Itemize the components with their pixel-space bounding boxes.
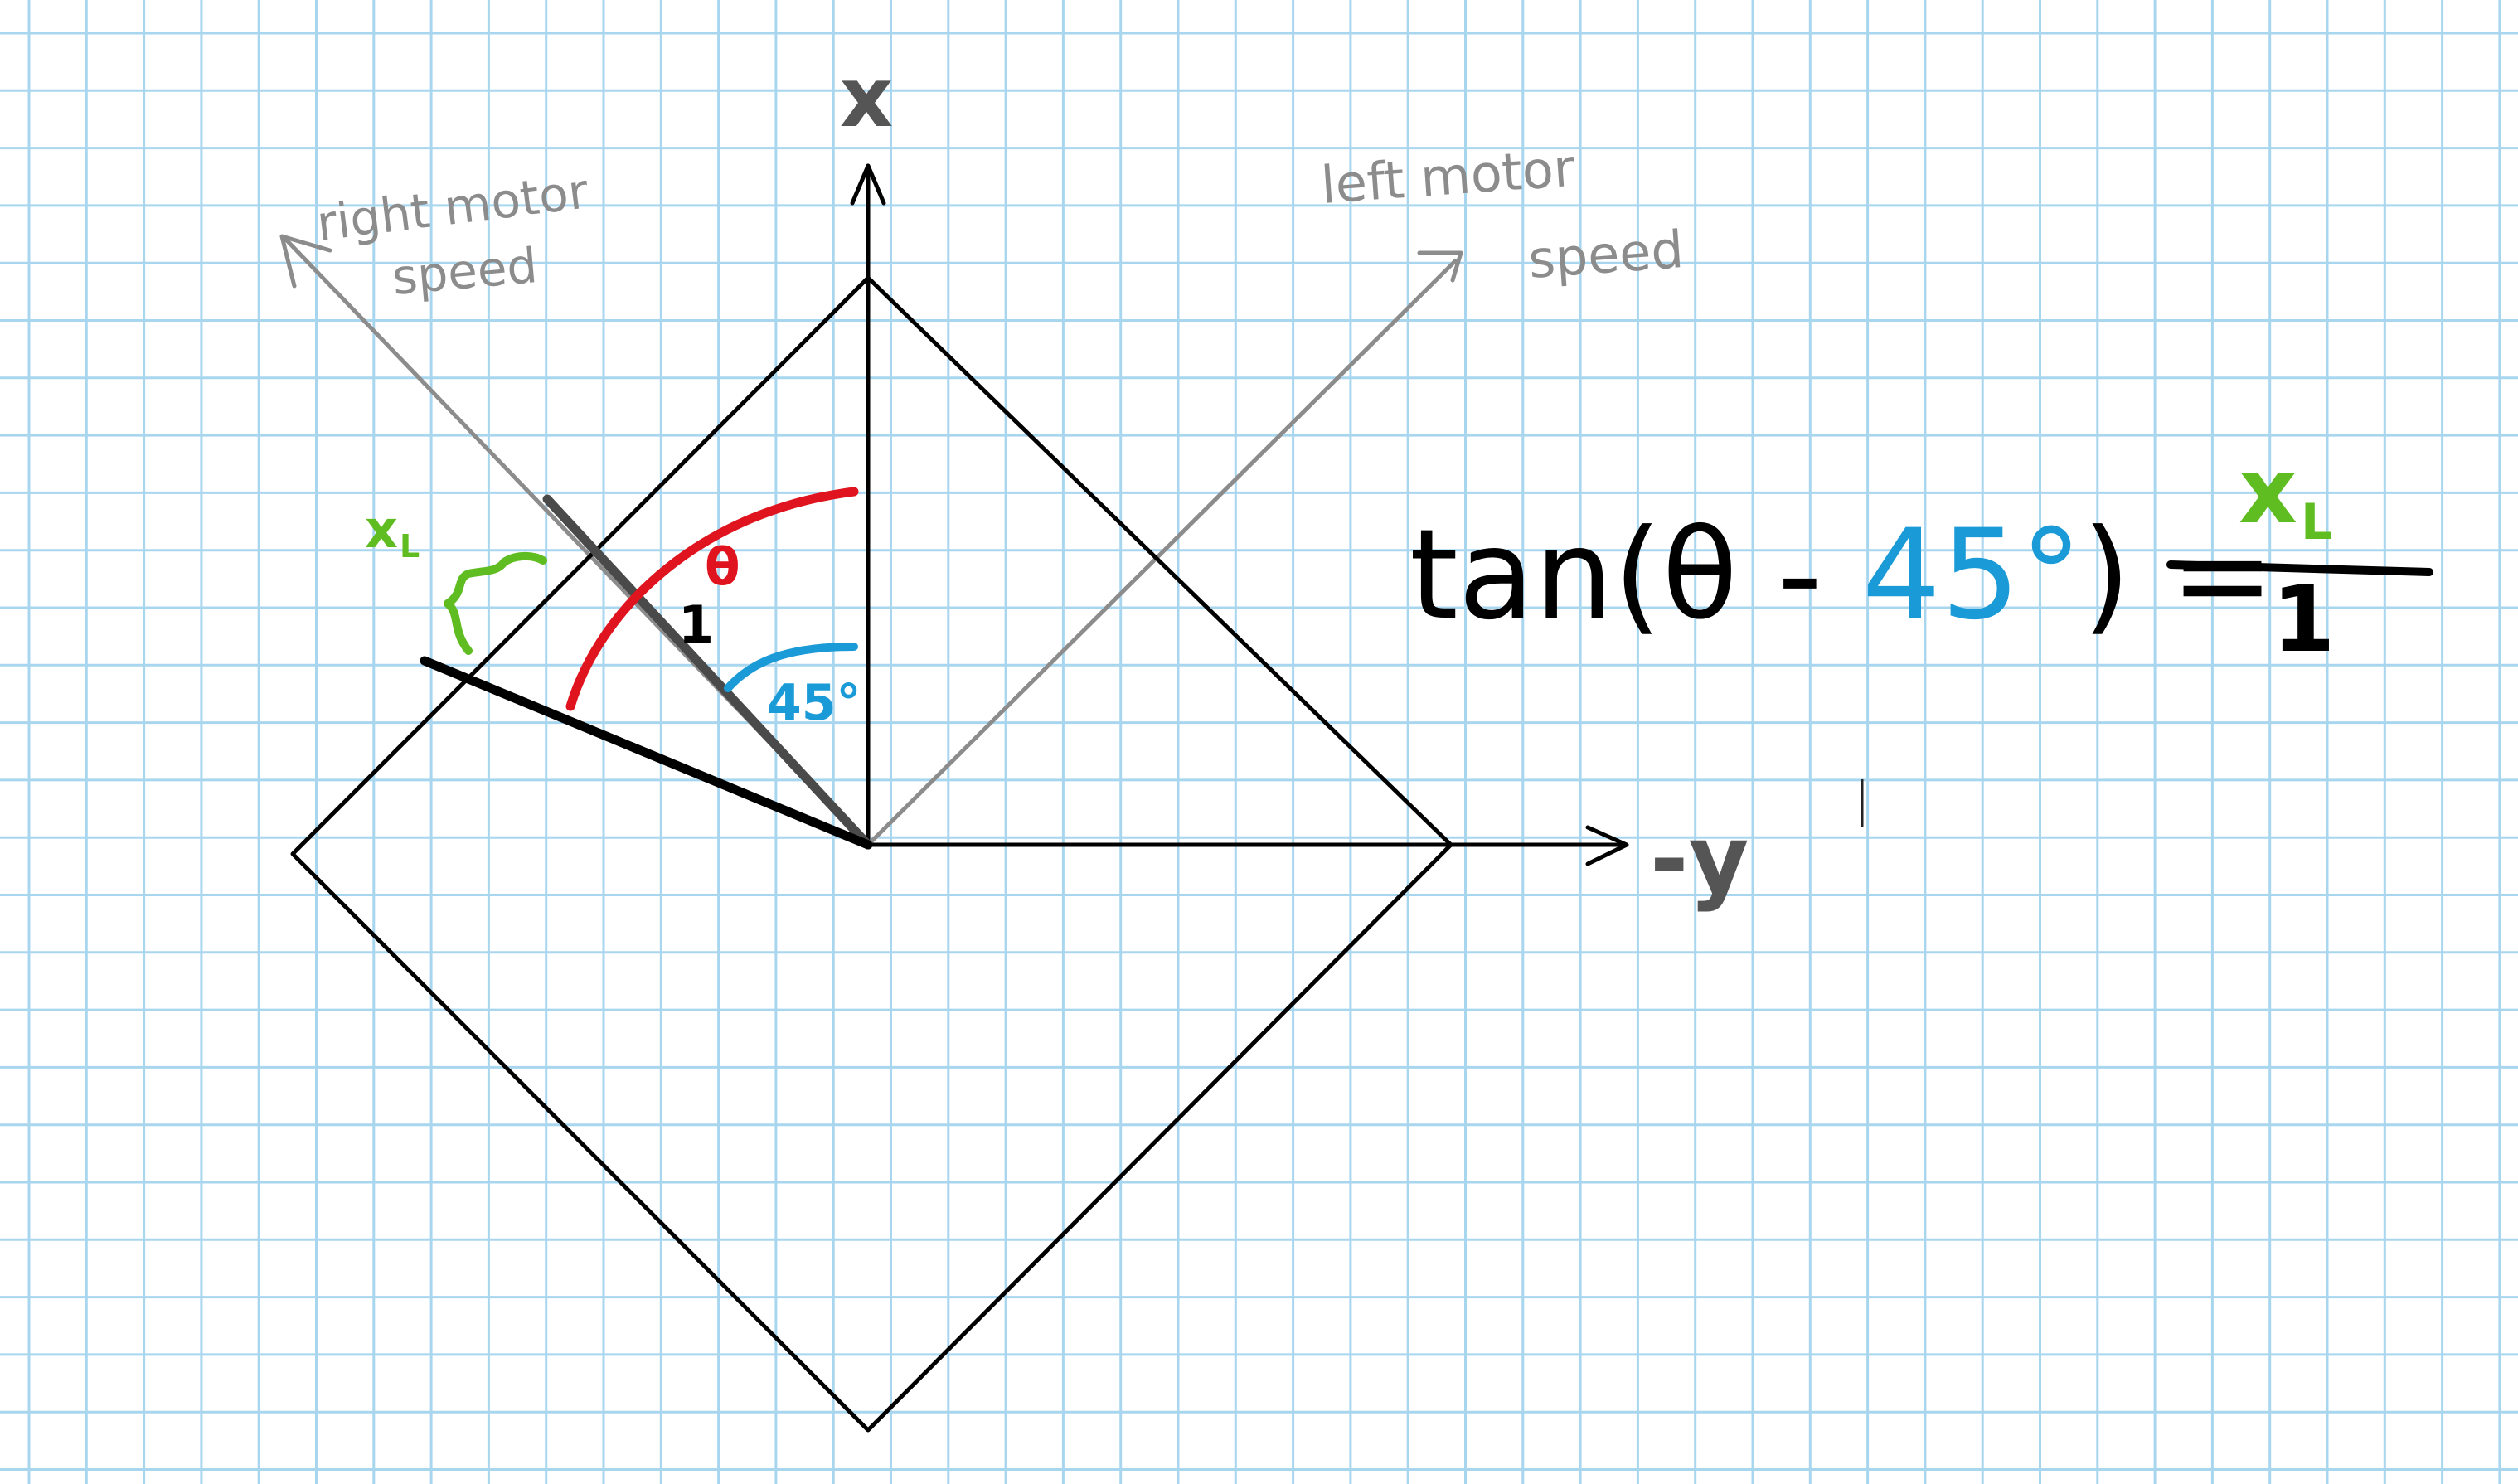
unit-segment — [542, 494, 873, 850]
unit-diamond — [290, 275, 1453, 1433]
theta-label: θ — [705, 536, 740, 597]
equation-function: tan( — [1409, 503, 1662, 647]
right-motor-arrow-icon — [279, 234, 332, 289]
x-axis-arrow-icon — [850, 163, 886, 206]
equation-theta: θ — [1662, 503, 1738, 647]
offset-label: x L — [365, 499, 420, 565]
offset-label-subscript: L — [400, 528, 420, 565]
offset-brace — [444, 552, 547, 655]
unit-length-label: 1 — [678, 594, 714, 655]
angle-45-arc — [724, 643, 858, 692]
equation: tan(θ - 45°) = — [1409, 503, 2274, 647]
offset-label-x: x — [365, 499, 398, 560]
equation-fraction: x L 1 — [2166, 438, 2433, 672]
y-axis-label: -y — [1650, 806, 1749, 914]
right-motor-label-line2: speed — [390, 237, 539, 306]
input-vector — [420, 656, 873, 850]
angle-45-label: 45° — [767, 674, 861, 732]
theta-arc — [565, 487, 859, 711]
left-motor-label-line2: speed — [1526, 219, 1686, 290]
equation-numerator: x — [2239, 438, 2297, 544]
fraction-bar — [2166, 560, 2433, 576]
equation-minus: - — [1738, 503, 1862, 647]
left-motor-axis — [866, 250, 1463, 847]
left-motor-arrow-icon — [1417, 250, 1463, 283]
y-axis-arrow-icon — [1585, 825, 1629, 866]
x-axis-label: x — [840, 49, 894, 146]
svg-text:tan(θ - 45°) =: tan(θ - 45°) = — [1409, 503, 2274, 647]
equation-angle: 45° — [1862, 503, 2083, 647]
y-axis — [866, 825, 1629, 866]
equation-denominator: 1 — [2272, 566, 2336, 672]
x-axis — [850, 163, 886, 847]
equation-numerator-subscript: L — [2301, 493, 2332, 551]
equation-close-equals: ) = — [2082, 503, 2274, 647]
